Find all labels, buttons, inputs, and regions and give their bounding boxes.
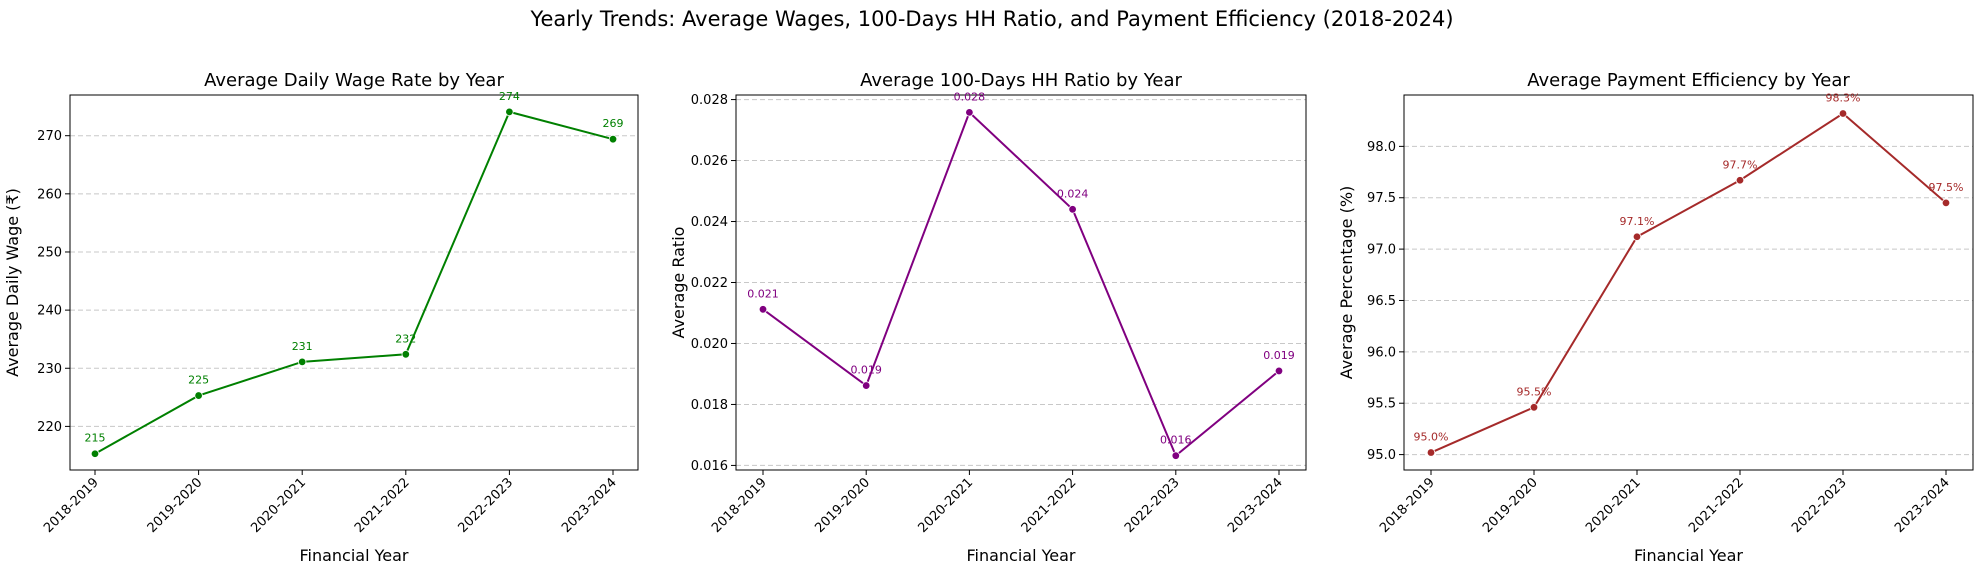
x-tick-label: 2021-2022 xyxy=(352,475,413,536)
y-tick-label: 0.018 xyxy=(691,398,728,413)
plot-frame xyxy=(69,94,639,471)
x-axis-label: Financial Year xyxy=(966,546,1075,565)
x-tick-label: 2023-2024 xyxy=(559,475,620,536)
data-label: 232 xyxy=(395,332,416,345)
x-tick-label: 2021-2022 xyxy=(1686,475,1747,536)
data-point xyxy=(90,449,100,458)
data-point xyxy=(1529,403,1539,412)
data-point xyxy=(1941,198,1951,208)
y-tick-label: 0.022 xyxy=(691,276,728,291)
data-label: 97.7% xyxy=(1723,158,1758,171)
x-tick-label: 2019-2020 xyxy=(145,475,206,536)
chart-panel-3: 95.0 95.5 96.0 96.5 97.0 97.5 98.0 2018-2019 201… xyxy=(1337,70,1974,565)
data-label: 269 xyxy=(603,117,624,130)
y-tick-label: 240 xyxy=(37,304,62,319)
data-label: 97.1% xyxy=(1620,215,1655,228)
x-tick-label: 2020-2021 xyxy=(916,475,977,536)
x-axis-label: Financial Year xyxy=(299,546,408,565)
y-tick-label: 96.5 xyxy=(1367,294,1396,309)
x-tick-label: 2022-2023 xyxy=(1122,475,1183,536)
y-tick-label: 97.5 xyxy=(1367,191,1396,206)
data-label: 95.5% xyxy=(1517,385,1552,398)
figure-suptitle: Yearly Trends: Average Wages, 100-Days H… xyxy=(529,7,1453,31)
y-tick-label: 0.016 xyxy=(691,459,728,474)
chart-title: Average Payment Efficiency by Year xyxy=(1527,70,1850,91)
y-tick-label: 250 xyxy=(37,245,62,260)
data-point xyxy=(1426,448,1436,457)
data-label: 225 xyxy=(188,374,209,387)
y-tick-label: 260 xyxy=(37,187,62,202)
data-point xyxy=(194,391,203,400)
data-point xyxy=(1274,366,1284,376)
data-label: 97.5% xyxy=(1929,181,1964,194)
data-label: 98.3% xyxy=(1826,91,1861,104)
x-tick-label: 2023-2024 xyxy=(1225,475,1286,536)
y-tick-label: 98.0 xyxy=(1367,140,1396,155)
data-point xyxy=(862,381,871,390)
data-label: 0.019 xyxy=(1263,349,1295,362)
data-label: 231 xyxy=(292,340,313,353)
x-tick-label: 2022-2023 xyxy=(456,475,517,536)
x-tick-label: 2023-2024 xyxy=(1892,475,1953,536)
x-tick-label: 2021-2022 xyxy=(1019,475,1080,536)
y-tick-label: 95.5 xyxy=(1367,397,1396,412)
chart-title: Average 100-Days HH Ratio by Year xyxy=(860,70,1182,91)
data-label: 0.024 xyxy=(1057,187,1089,200)
y-tick-label: 96.0 xyxy=(1367,345,1396,360)
data-label: 0.016 xyxy=(1160,434,1192,447)
chart-panels: 220 230 240 250 260 270 2018-2019 2019-2020 2020… xyxy=(3,70,1974,565)
data-point xyxy=(1838,109,1848,118)
y-axis-label: Average Daily Wage (₹) xyxy=(3,188,22,377)
x-tick-label: 2020-2021 xyxy=(248,475,309,536)
data-point xyxy=(1068,205,1077,214)
plot-frame xyxy=(1403,94,1974,471)
data-label: 215 xyxy=(85,432,106,445)
data-point xyxy=(965,108,974,117)
data-label: 0.021 xyxy=(747,287,779,300)
data-label: 274 xyxy=(499,90,520,103)
chart-panel-2: 0.016 0.018 0.020 0.022 0.024 0.026 0.028 2018-… xyxy=(669,70,1307,565)
data-label: 0.019 xyxy=(850,364,882,377)
data-point xyxy=(1171,451,1180,460)
y-tick-label: 0.024 xyxy=(691,215,728,230)
x-tick-label: 2018-2019 xyxy=(1377,475,1438,536)
chart-panel-1: 220 230 240 250 260 270 2018-2019 2019-2020 2020… xyxy=(3,70,639,565)
x-tick-label: 2022-2023 xyxy=(1789,475,1850,536)
x-tick-label: 2019-2020 xyxy=(1480,475,1541,536)
y-tick-label: 0.020 xyxy=(691,337,728,352)
x-axis-label: Financial Year xyxy=(1634,546,1743,565)
x-tick-label: 2020-2021 xyxy=(1583,475,1644,536)
data-point xyxy=(1735,176,1745,185)
chart-title: Average Daily Wage Rate by Year xyxy=(204,70,504,91)
y-axis-label: Average Ratio xyxy=(669,227,688,339)
data-label: 0.028 xyxy=(954,90,986,103)
y-tick-label: 0.028 xyxy=(691,93,728,108)
x-tick-label: 2019-2020 xyxy=(812,475,873,536)
y-axis-label: Average Percentage (%) xyxy=(1337,186,1356,380)
data-label: 95.0% xyxy=(1414,431,1449,444)
x-tick-label: 2018-2019 xyxy=(709,475,770,536)
data-point xyxy=(1632,232,1642,241)
y-tick-label: 95.0 xyxy=(1367,448,1396,463)
y-tick-label: 230 xyxy=(37,362,62,377)
y-tick-label: 220 xyxy=(37,420,62,435)
y-tick-label: 97.0 xyxy=(1367,243,1396,258)
data-point xyxy=(298,357,307,367)
series-line xyxy=(1430,112,1947,454)
data-point xyxy=(505,107,514,117)
x-tick-label: 2018-2019 xyxy=(41,475,102,536)
y-tick-label: 0.026 xyxy=(691,154,728,169)
series-line xyxy=(762,110,1280,458)
data-point xyxy=(608,134,618,144)
data-point xyxy=(401,350,410,359)
data-point xyxy=(758,305,768,314)
y-tick-label: 270 xyxy=(37,129,62,144)
series-line xyxy=(94,110,614,455)
